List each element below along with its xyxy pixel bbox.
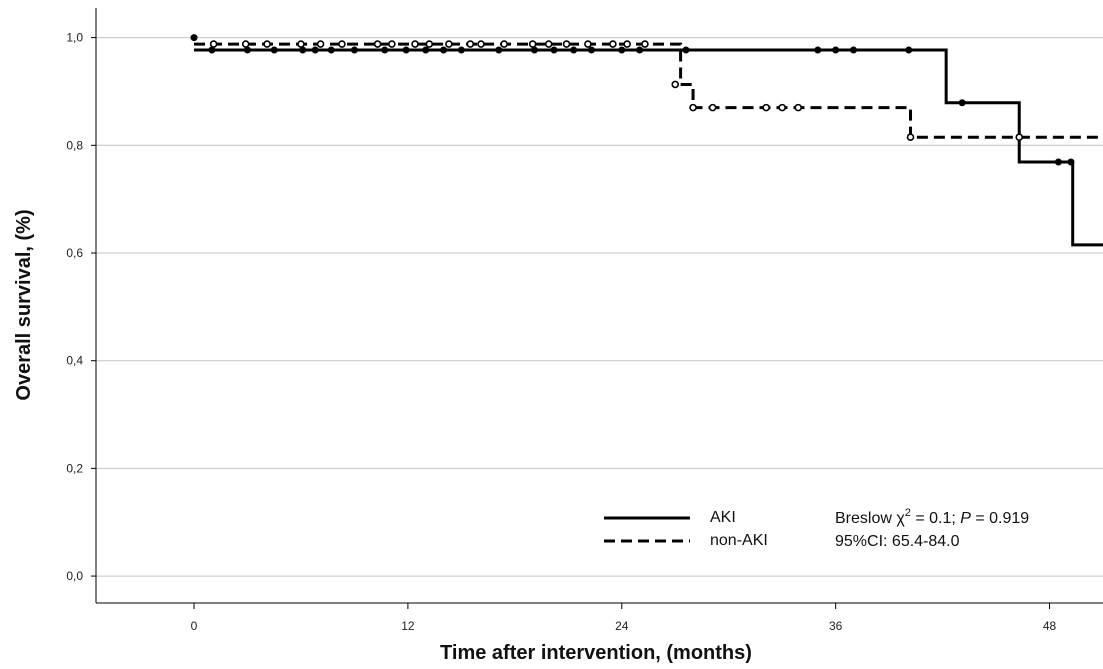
y-tick-label-3: 0,6 — [66, 246, 83, 260]
y-tick-label-4: 0,8 — [66, 138, 83, 152]
censor-marker-aki-4 — [299, 46, 307, 54]
censor-marker-non-aki-11 — [466, 40, 475, 48]
censor-marker-non-aki-10 — [445, 40, 453, 48]
y-tick-label-0: 0,0 — [66, 569, 83, 583]
gridlines — [96, 37, 1103, 577]
censor-marker-aki-3 — [270, 46, 278, 54]
censor-marker-non-aki-17 — [584, 40, 592, 48]
y-tick-label-5: 1,0 — [66, 31, 83, 45]
censor-marker-non-aki-28 — [1015, 133, 1024, 142]
y-axis-title: Overall survival, (%) — [13, 209, 35, 400]
censor-marker-aki-27 — [1067, 158, 1075, 166]
censor-marker-aki-21 — [814, 46, 822, 54]
censor-marker-non-aki-13 — [500, 40, 508, 48]
statistics-annotation: Breslow χ2 = 0.1; P = 0.919 95%CI: 65.4-… — [835, 507, 1029, 550]
censor-marker-non-aki-12 — [477, 40, 485, 48]
censor-marker-non-aki-2 — [263, 40, 271, 48]
x-axis-title: Time after intervention, (months) — [440, 642, 752, 664]
legend: AKI non-AKI — [604, 509, 768, 549]
y-axis-ticks: 0,0 0,2 0,4 0,6 0,8 1,0 — [66, 31, 96, 583]
censor-marker-aki-1 — [208, 46, 216, 54]
censor-marker-non-aki-9 — [425, 40, 434, 48]
censor-marker-aki-18 — [618, 46, 626, 54]
censor-marker-aki-9 — [402, 46, 410, 54]
censor-marker-aki-13 — [495, 46, 503, 54]
censor-marker-non-aki-26 — [794, 103, 803, 112]
breslow-test-text: Breslow χ2 = 0.1; P = 0.919 — [835, 507, 1029, 527]
censor-marker-aki-5 — [311, 46, 319, 54]
censor-marker-non-aki-18 — [609, 40, 617, 48]
censor-marker-non-aki-8 — [411, 40, 419, 48]
censor-markers — [190, 34, 1075, 166]
censor-marker-aki-11 — [440, 46, 448, 54]
censor-marker-non-aki-22 — [689, 103, 697, 112]
censor-marker-non-aki-5 — [338, 40, 346, 48]
censor-marker-non-aki-20 — [641, 40, 649, 48]
censor-marker-aki-0 — [190, 34, 198, 42]
legend-label-aki: AKI — [710, 509, 736, 526]
censor-marker-non-aki-4 — [316, 40, 325, 48]
axes — [95, 8, 1103, 604]
y-tick-label-2: 0,4 — [66, 354, 83, 368]
censor-marker-non-aki-7 — [388, 40, 396, 48]
censor-marker-non-aki-16 — [562, 40, 571, 48]
confidence-interval-text: 95%CI: 65.4-84.0 — [835, 533, 960, 550]
x-tick-label-2: 24 — [615, 619, 629, 633]
x-axis-ticks: 0 12 24 36 48 — [191, 603, 1057, 633]
censor-marker-aki-25 — [958, 99, 966, 107]
censor-marker-aki-7 — [350, 46, 358, 54]
censor-marker-aki-17 — [587, 46, 595, 54]
censor-marker-non-aki-6 — [373, 40, 382, 48]
censor-marker-non-aki-23 — [708, 103, 717, 112]
censor-marker-aki-14 — [530, 46, 538, 54]
censor-marker-non-aki-21 — [671, 80, 680, 89]
censor-marker-non-aki-14 — [528, 40, 537, 48]
survival-curves — [194, 42, 1103, 247]
censor-marker-aki-8 — [381, 46, 389, 54]
censor-marker-aki-22 — [832, 46, 840, 54]
censor-marker-aki-15 — [550, 46, 558, 54]
censor-marker-non-aki-25 — [778, 103, 786, 112]
censor-marker-non-aki-15 — [544, 40, 553, 48]
x-tick-label-1: 12 — [401, 619, 415, 633]
x-tick-label-4: 48 — [1043, 619, 1057, 633]
x-tick-label-0: 0 — [191, 619, 198, 633]
censor-marker-non-aki-3 — [297, 40, 305, 48]
censor-marker-non-aki-27 — [906, 133, 915, 142]
censor-marker-aki-20 — [682, 46, 690, 54]
censor-marker-non-aki-24 — [762, 103, 770, 112]
censor-marker-non-aki-19 — [623, 40, 631, 48]
censor-marker-aki-16 — [570, 46, 578, 54]
curve-non-aki — [194, 42, 1103, 139]
y-tick-label-1: 0,2 — [66, 461, 83, 475]
legend-label-non-aki: non-AKI — [710, 532, 768, 549]
censor-marker-aki-26 — [1054, 158, 1062, 166]
censor-marker-aki-23 — [849, 46, 857, 54]
censor-marker-non-aki-1 — [241, 40, 250, 48]
censor-marker-aki-6 — [327, 46, 335, 54]
censor-marker-aki-10 — [422, 46, 430, 54]
censor-marker-aki-19 — [636, 46, 644, 54]
curve-aki — [194, 48, 1103, 247]
censor-marker-aki-24 — [905, 46, 913, 54]
censor-marker-aki-2 — [243, 46, 251, 54]
x-tick-label-3: 36 — [829, 619, 843, 633]
censor-marker-non-aki-0 — [209, 40, 218, 48]
censor-marker-aki-12 — [457, 46, 465, 54]
